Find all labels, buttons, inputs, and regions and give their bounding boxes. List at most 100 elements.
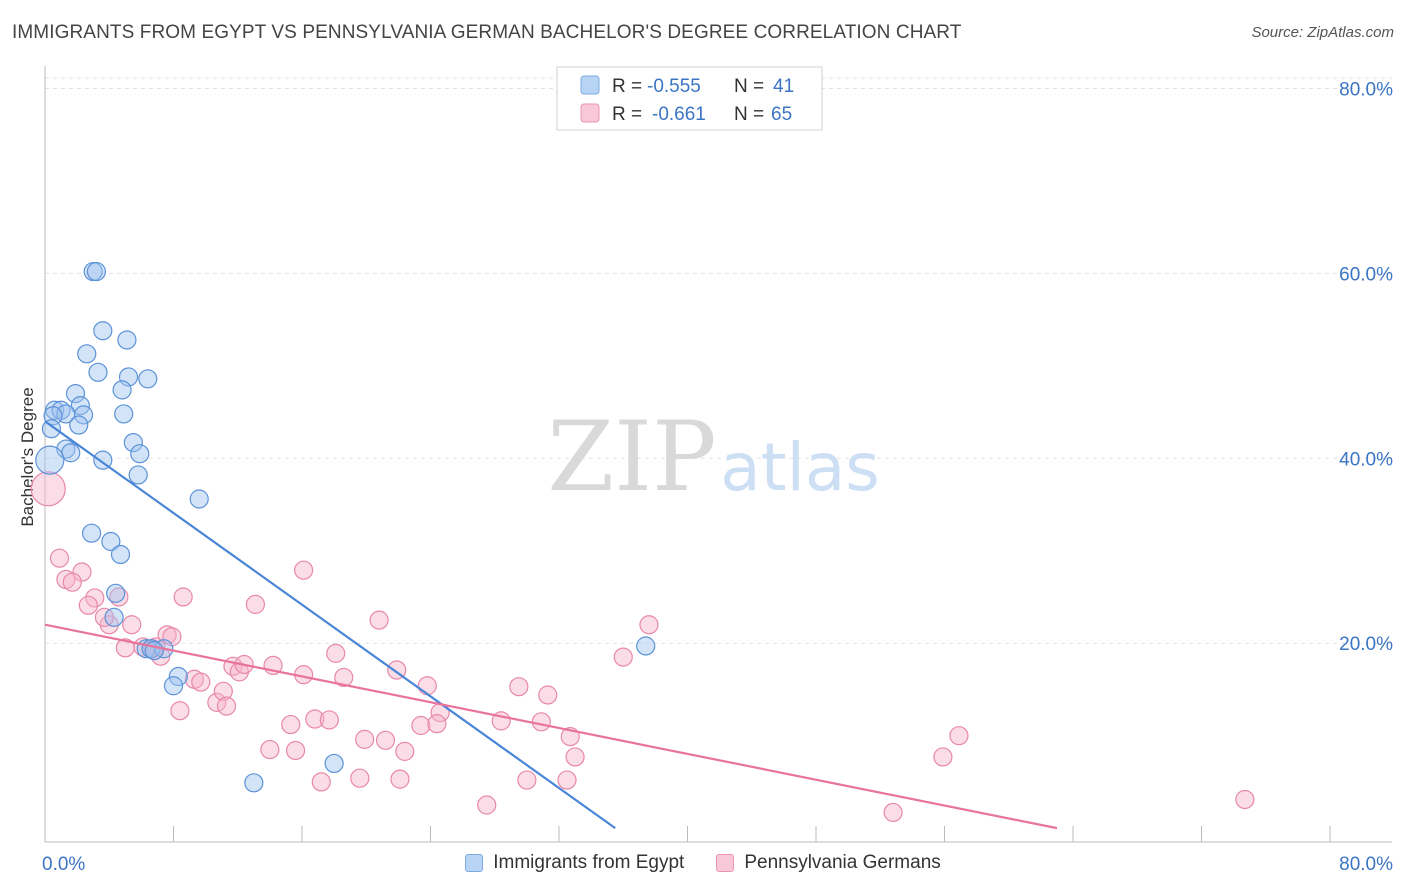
point-penn xyxy=(350,768,370,788)
point-penn xyxy=(355,729,375,749)
point-penn xyxy=(281,714,301,735)
chart-source: Source: ZipAtlas.com xyxy=(1251,24,1394,41)
point-penn xyxy=(260,739,280,760)
point-egypt xyxy=(189,489,209,509)
stats-legend-box xyxy=(556,66,823,131)
point-penn xyxy=(531,712,551,732)
point-egypt xyxy=(117,330,137,350)
legend-swatch-penn xyxy=(580,103,600,123)
point-penn xyxy=(85,588,105,608)
point-penn xyxy=(613,647,633,667)
point-egypt xyxy=(73,405,94,425)
legend-n-label-egypt: N = xyxy=(734,76,764,97)
point-penn xyxy=(305,709,325,729)
point-penn xyxy=(949,726,969,746)
legend-r-value-egypt: -0.555 xyxy=(647,76,701,97)
point-egypt xyxy=(163,676,184,696)
point-penn xyxy=(395,741,415,761)
legend-item-penn: Pennsylvania Germans xyxy=(716,852,941,874)
x-tick-label-max: 80.0% xyxy=(1339,854,1393,875)
y-tick-label: 40.0% xyxy=(1339,449,1393,470)
point-penn xyxy=(62,572,82,592)
grid-lines xyxy=(45,77,1392,644)
point-penn xyxy=(517,770,537,790)
point-egypt xyxy=(112,380,132,400)
legend-swatch-egypt xyxy=(580,75,600,95)
axes xyxy=(44,66,1392,843)
point-egypt xyxy=(138,369,158,389)
point-egypt xyxy=(81,523,102,543)
y-tick-label: 60.0% xyxy=(1339,264,1393,285)
point-egypt xyxy=(101,531,121,552)
point-penn xyxy=(216,696,237,716)
point-penn xyxy=(417,676,437,696)
point-penn xyxy=(319,710,339,730)
point-penn xyxy=(557,770,577,790)
point-penn xyxy=(369,610,389,630)
legend-label-penn: Pennsylvania Germans xyxy=(744,852,941,873)
legend-label-egypt: Immigrants from Egypt xyxy=(493,852,685,873)
point-penn xyxy=(1235,789,1255,810)
point-penn xyxy=(294,560,314,580)
point-egypt xyxy=(114,404,134,424)
point-penn xyxy=(883,802,903,823)
point-egypt xyxy=(77,344,97,364)
point-penn xyxy=(427,714,447,734)
point-egypt xyxy=(69,415,89,435)
legend-n-value-penn: 65 xyxy=(771,104,792,125)
y-tick-labels: 20.0% 40.0% 60.0% 80.0% xyxy=(1339,79,1393,655)
legend-r-value-penn: -0.661 xyxy=(652,104,706,125)
point-penn xyxy=(933,747,953,767)
point-egypt xyxy=(168,666,188,687)
legend-r-label-egypt: R = xyxy=(612,76,642,97)
point-penn xyxy=(538,685,558,705)
point-penn xyxy=(170,701,190,721)
point-egypt xyxy=(324,753,344,774)
point-egypt xyxy=(123,432,143,453)
point-egypt xyxy=(86,261,107,282)
point-egypt xyxy=(104,607,124,627)
y-tick-label: 20.0% xyxy=(1339,634,1393,655)
point-egypt xyxy=(106,583,126,603)
point-egypt xyxy=(130,444,150,464)
x-tick-labels: 0.0% 80.0% xyxy=(42,854,1393,875)
point-egypt xyxy=(61,443,81,463)
legend-item-egypt: Immigrants from Egypt xyxy=(465,852,684,874)
point-penn xyxy=(213,681,233,701)
point-egypt xyxy=(110,544,131,565)
point-penn xyxy=(411,715,431,736)
point-penn xyxy=(509,677,529,697)
point-egypt xyxy=(41,419,62,439)
chart-title: IMMIGRANTS FROM EGYPT VS PENNSYLVANIA GE… xyxy=(12,22,962,43)
point-penn xyxy=(477,795,497,815)
point-egypt xyxy=(128,465,148,485)
point-penn xyxy=(245,594,266,614)
y-axis-label: Bachelor's Degree xyxy=(18,387,37,526)
point-egypt xyxy=(88,362,108,382)
point-egypt xyxy=(65,383,86,404)
legend-n-value-egypt: 41 xyxy=(773,76,794,97)
watermark-atlas: atlas xyxy=(720,429,880,506)
trend-line-egypt xyxy=(44,420,616,830)
legend-r-label-penn: R = xyxy=(612,104,642,125)
point-penn xyxy=(326,643,346,663)
point-penn xyxy=(334,667,354,688)
point-egypt xyxy=(636,636,656,656)
point-penn xyxy=(49,548,70,568)
point-penn xyxy=(285,740,306,761)
legend-swatch-bottom-egypt xyxy=(465,854,484,872)
legend-n-label-penn: N = xyxy=(734,104,764,125)
y-tick-label: 80.0% xyxy=(1339,79,1393,100)
trend-line-penn xyxy=(44,623,1058,830)
point-penn xyxy=(72,562,92,582)
watermark-zip: ZIP xyxy=(547,401,716,513)
point-penn xyxy=(173,587,193,607)
point-penn xyxy=(78,595,98,615)
point-penn xyxy=(207,692,227,712)
trend-lines xyxy=(44,420,1058,830)
stats-legend: R = -0.555 N = 41 R = -0.661 N = 65 xyxy=(556,66,823,131)
point-penn xyxy=(375,730,396,750)
series-legend: Immigrants from Egypt Pennsylvania Germa… xyxy=(0,852,1406,874)
point-penn xyxy=(565,747,585,767)
